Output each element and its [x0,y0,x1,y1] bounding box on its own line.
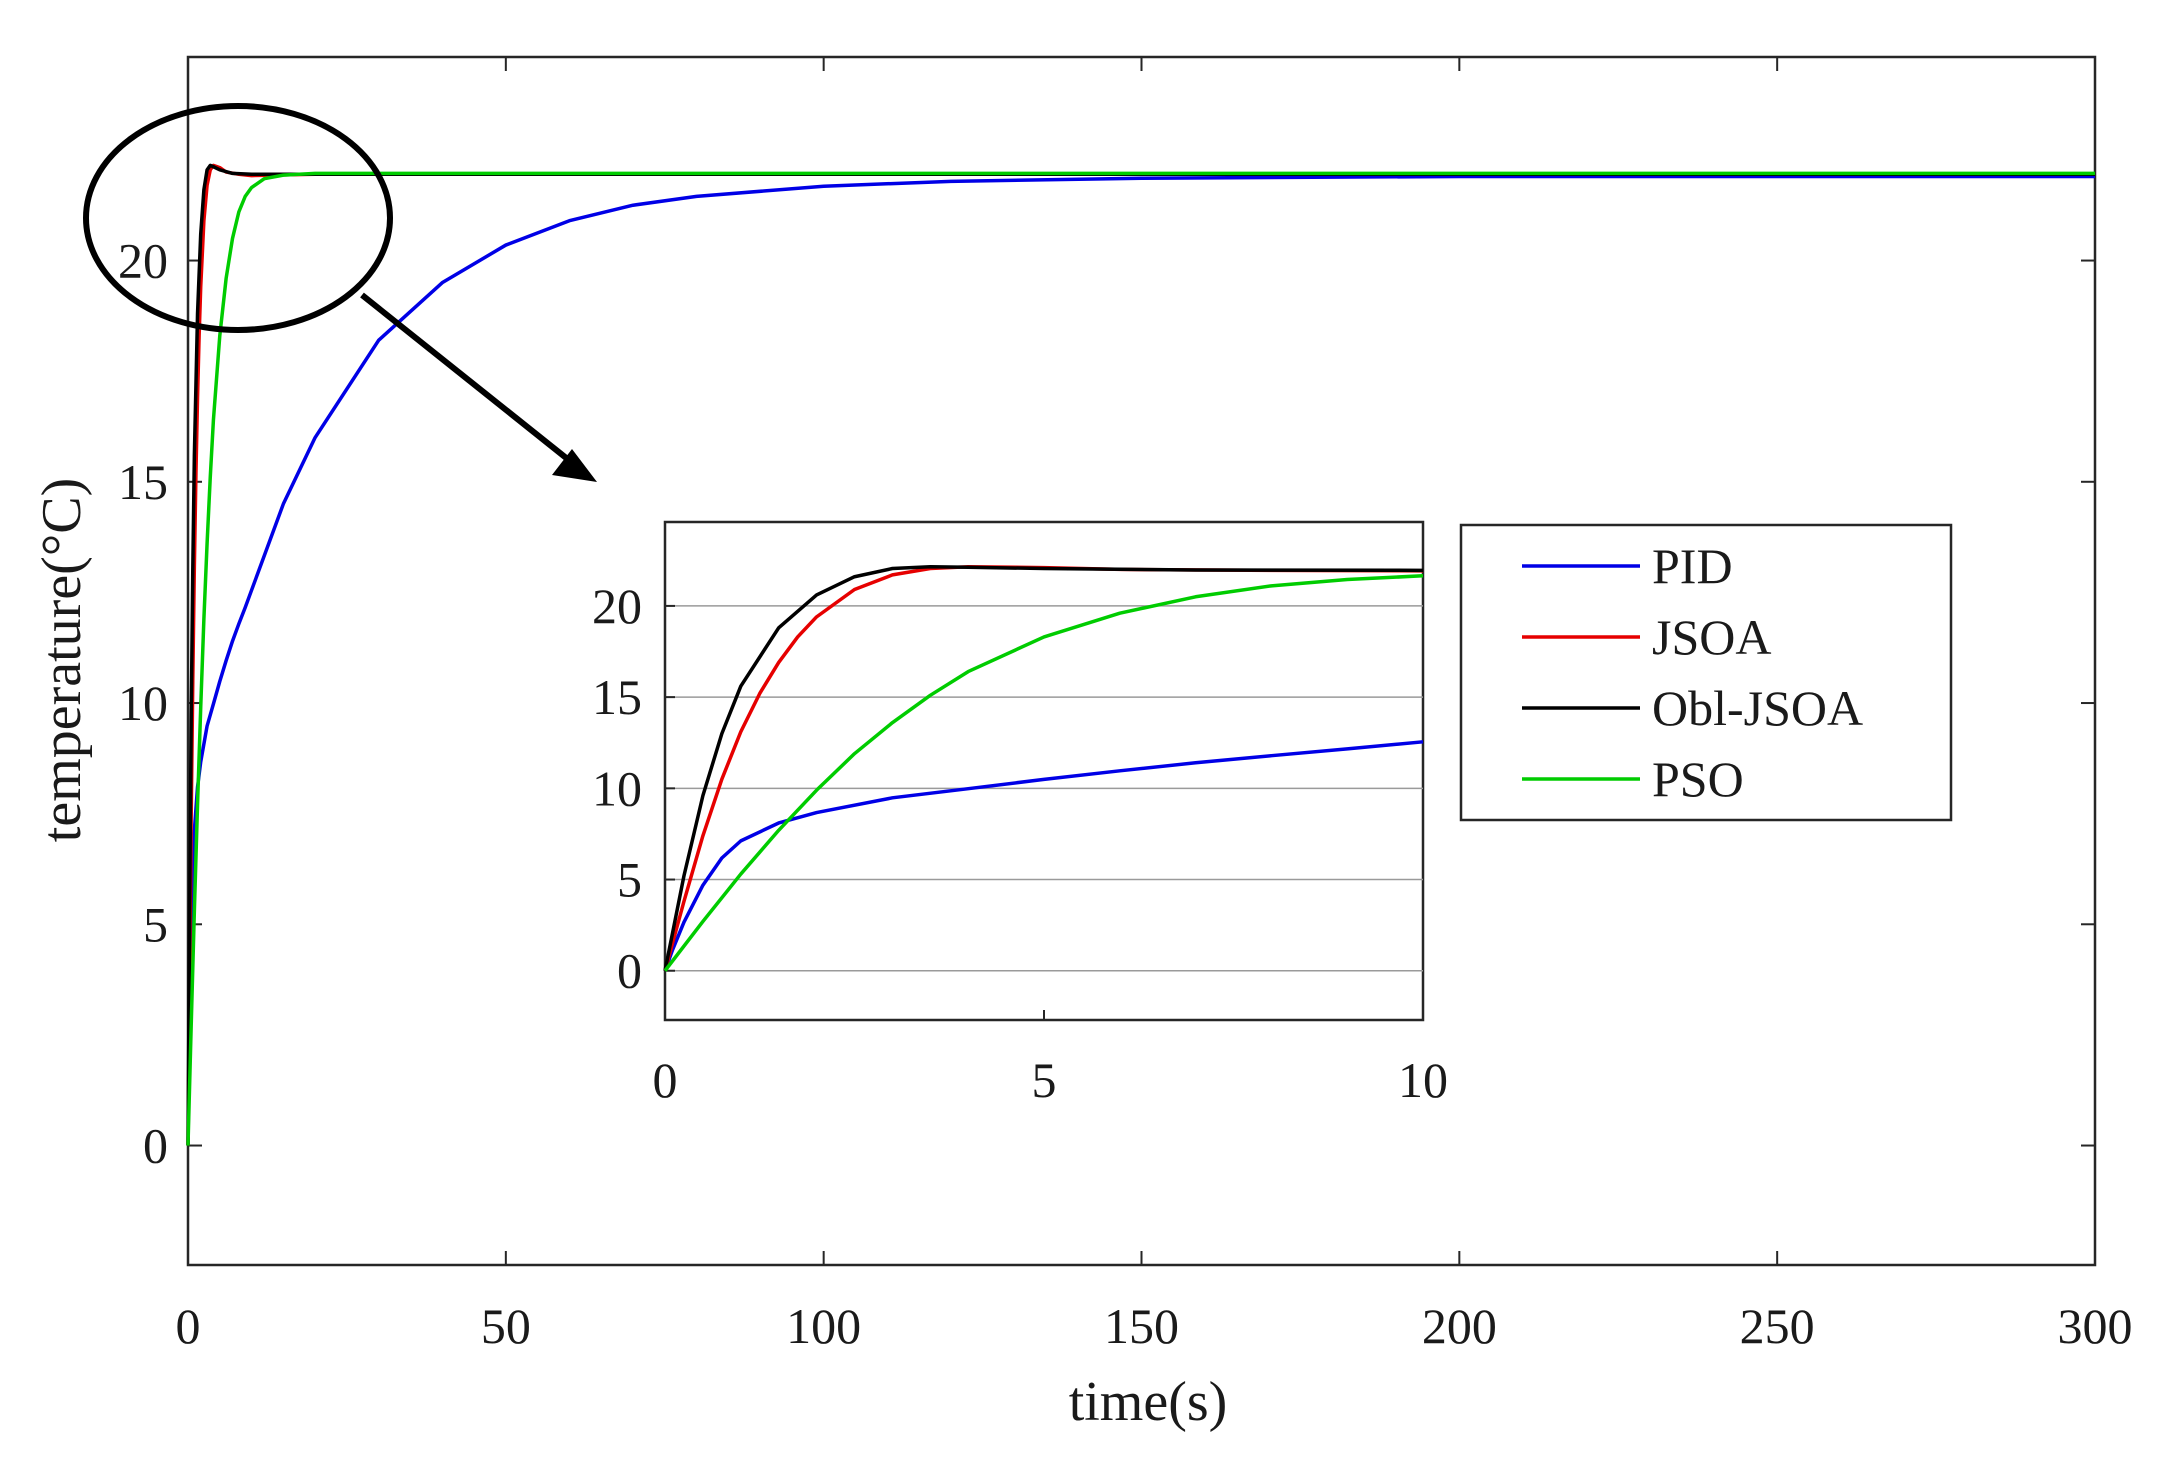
zoom-ellipse [83,103,393,333]
x-tick-label: 150 [1104,1298,1179,1354]
x-tick-label: 100 [786,1298,861,1354]
inset-series-line-obl-jsoa [663,564,1424,972]
inset-y-tick-label: 20 [592,578,642,634]
legend-label-pso: PSO [1652,751,1744,807]
x-tick-label: 0 [176,1298,201,1354]
x-tick-label: 250 [1740,1298,1815,1354]
y-tick-label: 15 [118,454,168,510]
inset-series-line-pso [663,574,1424,972]
inset-x-tick-label: 0 [653,1052,678,1108]
inset-plot: 0 5 10 15 20 0 5 10 [592,520,1448,1108]
series-line-obl-jsoa [186,163,2095,1146]
y-axis-title: temperature(°C) [31,478,93,842]
inset-grid [665,605,1423,972]
inset-ticks: 0 5 10 15 20 0 5 10 [592,578,1448,1108]
inset-x-tick-label: 10 [1398,1052,1448,1108]
inset-y-tick-label: 15 [592,669,642,725]
zoom-arrow-head [552,449,597,482]
inset-y-tick-label: 0 [617,943,642,999]
y-tick-label: 20 [118,233,168,289]
inset-axes-frame [663,520,1425,1022]
legend-label-obl-jsoa: Obl-JSOA [1652,680,1863,736]
inset-series-line-pid [663,740,1424,972]
legend: PID JSOA Obl-JSOA PSO [1459,523,1953,822]
main-series [186,163,2095,1146]
x-tick-label: 50 [481,1298,531,1354]
legend-label-pid: PID [1652,538,1733,594]
inset-y-tick-label: 5 [617,852,642,908]
inset-y-tick-label: 10 [592,760,642,816]
y-tick-label: 5 [143,896,168,952]
zoom-arrow-shaft [360,292,577,468]
x-tick-label: 200 [1422,1298,1497,1354]
series-line-pid [186,174,2095,1146]
zoom-annotation [83,103,597,482]
inset-x-tick-label: 5 [1032,1052,1057,1108]
series-line-pso [186,171,2095,1146]
inset-series [663,564,1424,972]
legend-label-jsoa: JSOA [1652,609,1771,665]
y-tick-label: 10 [118,675,168,731]
legend-entries: PID JSOA Obl-JSOA PSO [1522,538,1863,807]
x-tick-label: 300 [2058,1298,2133,1354]
y-tick-label: 0 [143,1118,168,1174]
legend-box [1459,523,1953,822]
x-axis-title: time(s) [1069,1371,1228,1433]
